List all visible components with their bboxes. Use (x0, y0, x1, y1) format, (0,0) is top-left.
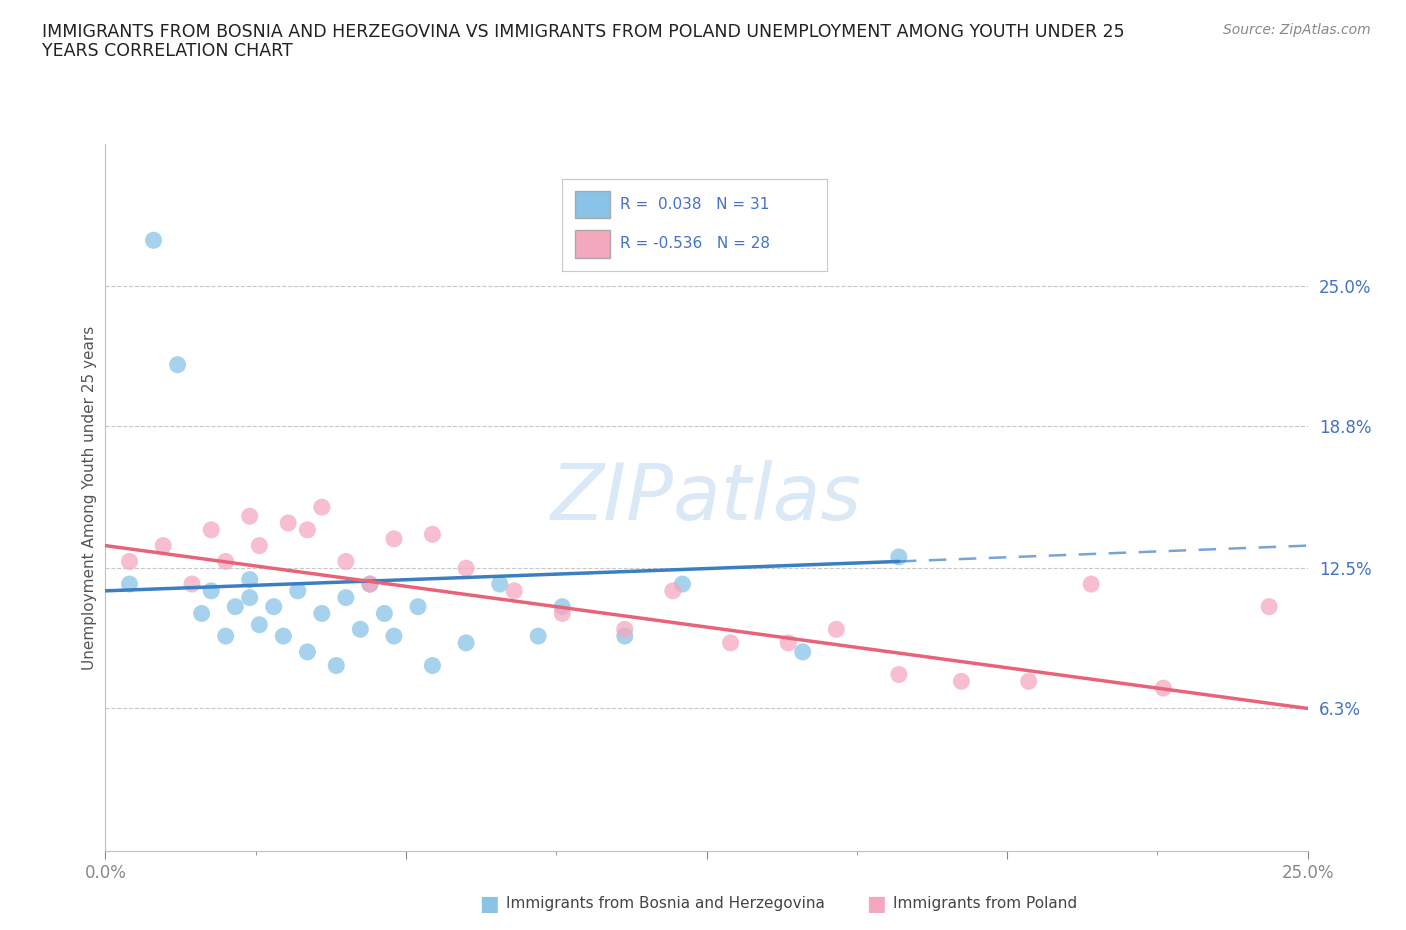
Point (551, 599, 574, 614)
Bar (575, 230, 610, 258)
Point (263, 599, 285, 614)
Point (454, 635, 477, 650)
Point (325, 658, 347, 673)
Point (887, 550, 910, 565)
Point (373, 606, 395, 621)
Text: R =  0.038   N = 31: R = 0.038 N = 31 (620, 197, 770, 212)
Point (181, 577, 204, 591)
Point (613, 629, 636, 644)
Point (1152, 681, 1174, 696)
Point (613, 622, 636, 637)
Point (247, 618, 270, 632)
Point (662, 583, 685, 598)
Point (239, 509, 262, 524)
Point (166, 357, 188, 372)
Point (671, 577, 693, 591)
Point (950, 674, 973, 689)
Bar (575, 191, 610, 218)
Point (488, 577, 510, 591)
Text: Immigrants from Bosnia and Herzegovina: Immigrants from Bosnia and Herzegovina (506, 897, 825, 911)
Point (273, 629, 295, 644)
Text: ZIPatlas: ZIPatlas (551, 459, 862, 536)
Point (239, 591, 262, 605)
Point (454, 561, 477, 576)
Point (224, 599, 246, 614)
Point (382, 531, 405, 546)
Text: YEARS CORRELATION CHART: YEARS CORRELATION CHART (42, 42, 292, 60)
Point (359, 577, 381, 591)
Y-axis label: Unemployment Among Youth under 25 years: Unemployment Among Youth under 25 years (82, 326, 97, 670)
Point (1258, 599, 1281, 614)
Text: R = -0.536   N = 28: R = -0.536 N = 28 (620, 236, 770, 251)
Point (349, 622, 371, 637)
Point (277, 515, 299, 530)
Point (311, 606, 333, 621)
Point (214, 554, 236, 569)
Point (382, 629, 405, 644)
Point (720, 635, 742, 650)
Point (422, 527, 444, 542)
Point (200, 583, 222, 598)
Text: ■: ■ (866, 894, 886, 914)
Point (792, 644, 814, 659)
Text: Immigrants from Poland: Immigrants from Poland (893, 897, 1077, 911)
Point (422, 658, 444, 673)
Point (200, 523, 222, 538)
Point (118, 554, 141, 569)
Point (311, 499, 333, 514)
Point (406, 599, 429, 614)
Point (1080, 577, 1102, 591)
Point (503, 583, 526, 598)
Point (778, 635, 800, 650)
Text: Source: ZipAtlas.com: Source: ZipAtlas.com (1223, 23, 1371, 37)
Point (335, 554, 357, 569)
Point (359, 577, 381, 591)
Point (287, 583, 309, 598)
Point (142, 232, 165, 247)
Point (214, 629, 236, 644)
Point (527, 629, 550, 644)
Point (887, 667, 910, 682)
Point (297, 644, 319, 659)
Point (825, 622, 848, 637)
Point (335, 591, 357, 605)
Text: ■: ■ (479, 894, 499, 914)
Point (551, 606, 574, 621)
Text: IMMIGRANTS FROM BOSNIA AND HERZEGOVINA VS IMMIGRANTS FROM POLAND UNEMPLOYMENT AM: IMMIGRANTS FROM BOSNIA AND HERZEGOVINA V… (42, 23, 1125, 41)
Point (1018, 674, 1040, 689)
Point (152, 538, 174, 553)
Point (190, 606, 212, 621)
Point (247, 538, 270, 553)
Point (297, 523, 319, 538)
Point (118, 577, 141, 591)
Point (239, 572, 262, 587)
